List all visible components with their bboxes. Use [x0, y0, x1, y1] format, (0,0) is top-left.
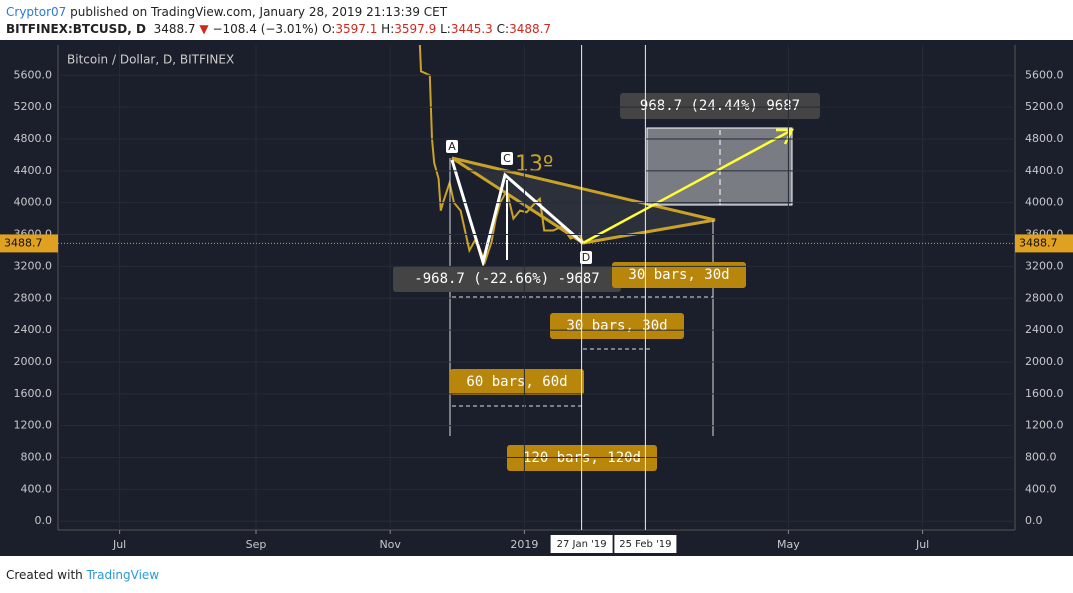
ohlc: C:: [496, 22, 510, 36]
x-tick-label: Jul: [915, 538, 929, 551]
y-tick-label: 4400.0: [14, 164, 53, 177]
y-tick-label: 2000.0: [14, 355, 53, 368]
y-tick-label: 0.0: [35, 514, 53, 527]
y-tick-label: 3200.0: [1025, 259, 1064, 272]
point-label-box: [446, 140, 458, 153]
ohlc: L:: [440, 22, 451, 36]
y-tick-label: 4800.0: [14, 132, 53, 145]
angle-label: 13º: [515, 152, 553, 177]
ohlc: 3488.7: [509, 22, 552, 36]
y-tick-label: 1200.0: [14, 419, 53, 432]
point-label: C: [503, 152, 511, 165]
change: −108.4 (−3.01%): [212, 22, 319, 36]
x-tick-label: Jul: [112, 538, 126, 551]
y-tick-label: 1200.0: [1025, 419, 1064, 432]
chart: 968.7 (24.44%) 9687 -968.7 (-22.66%) -96…: [0, 40, 1073, 556]
y-tick-label: 2000.0: [1025, 355, 1064, 368]
label-box: [393, 266, 621, 292]
date-marker-box: [614, 535, 677, 553]
x-tick-label: May: [777, 538, 800, 551]
y-tick-label: 800.0: [21, 451, 53, 464]
date-marker-label: 27 Jan '19: [557, 539, 607, 550]
author[interactable]: Cryptor07: [6, 5, 67, 19]
point-label-box: [501, 152, 513, 165]
y-tick-label: 400.0: [1025, 482, 1057, 495]
footer-text: Created with: [6, 568, 83, 582]
y-tick-label: 4800.0: [1025, 132, 1064, 145]
y-tick-label: 2800.0: [14, 291, 53, 304]
footer: Created with TradingView: [6, 568, 159, 582]
label-box: [550, 313, 684, 339]
point-label-box: [580, 251, 592, 264]
y-tick-label: 5600.0: [1025, 68, 1064, 81]
symbol: BITFINEX:BTCUSD, D: [6, 22, 146, 36]
ohlc: H:: [381, 22, 395, 36]
annotation: -968.7 (-22.66%) -9687: [414, 271, 599, 287]
y-tick-label: 2400.0: [14, 323, 53, 336]
y-tick-label: 400.0: [21, 482, 53, 495]
y-tick-label: 3200.0: [14, 259, 53, 272]
arrow: ▼: [199, 22, 209, 36]
label-box: [620, 93, 820, 119]
y-tick-label: 2800.0: [1025, 291, 1064, 304]
annotation: 968.7 (24.44%) 9687: [640, 98, 800, 114]
y-tick-label: 2400.0: [1025, 323, 1064, 336]
y-tick-label: 5600.0: [14, 68, 53, 81]
abcd-pattern: [450, 159, 584, 268]
y-tick-label: 0.0: [1025, 514, 1043, 527]
annotation: 60 bars, 60d: [466, 374, 567, 390]
y-tick-label: 1600.0: [1025, 387, 1064, 400]
y-tick-label: 5200.0: [1025, 100, 1064, 113]
date-marker-box: [550, 535, 613, 553]
chart-title: Bitcoin / Dollar, D, BITFINEX: [67, 53, 234, 67]
x-tick-label: Nov: [379, 538, 401, 551]
y-tick-label: 800.0: [1025, 451, 1057, 464]
label-box: [450, 369, 584, 395]
published: published on TradingView.com, January 28…: [70, 5, 448, 19]
triangle: [451, 156, 716, 245]
y-tick-label: 5200.0: [14, 100, 53, 113]
header-line: Cryptor07 published on TradingView.com, …: [6, 5, 447, 19]
last-price-box: [1015, 234, 1073, 253]
y-tick-label: 4000.0: [1025, 196, 1064, 209]
last-price-label: 3488.7: [4, 236, 43, 249]
y-tick-label: 4400.0: [1025, 164, 1064, 177]
brand[interactable]: TradingView: [86, 568, 160, 582]
plot: [418, 45, 585, 266]
price-line: [418, 45, 585, 266]
date-marker-label: 25 Feb '19: [619, 539, 671, 550]
y-tick-label: 1600.0: [14, 387, 53, 400]
header-line: BITFINEX:BTCUSD, D 3488.7 ▼ −108.4 (−3.0…: [6, 22, 551, 36]
x-tick-label: Sep: [246, 538, 267, 551]
x-tick-label: 2019: [510, 538, 538, 551]
ohlc: 3445.3: [450, 22, 493, 36]
annotation: 30 bars, 30d: [628, 267, 729, 283]
price: 3488.7: [153, 22, 196, 36]
point-label: A: [448, 140, 456, 153]
point-label: D: [582, 251, 590, 264]
last-price-label: 3488.7: [1019, 236, 1058, 249]
ohlc: O:: [322, 22, 336, 36]
y-tick-label: 4000.0: [14, 196, 53, 209]
last-price-box: [0, 234, 58, 253]
ohlc: 3597.1: [335, 22, 378, 36]
ohlc: 3597.9: [394, 22, 437, 36]
arrow-line: [582, 128, 793, 245]
